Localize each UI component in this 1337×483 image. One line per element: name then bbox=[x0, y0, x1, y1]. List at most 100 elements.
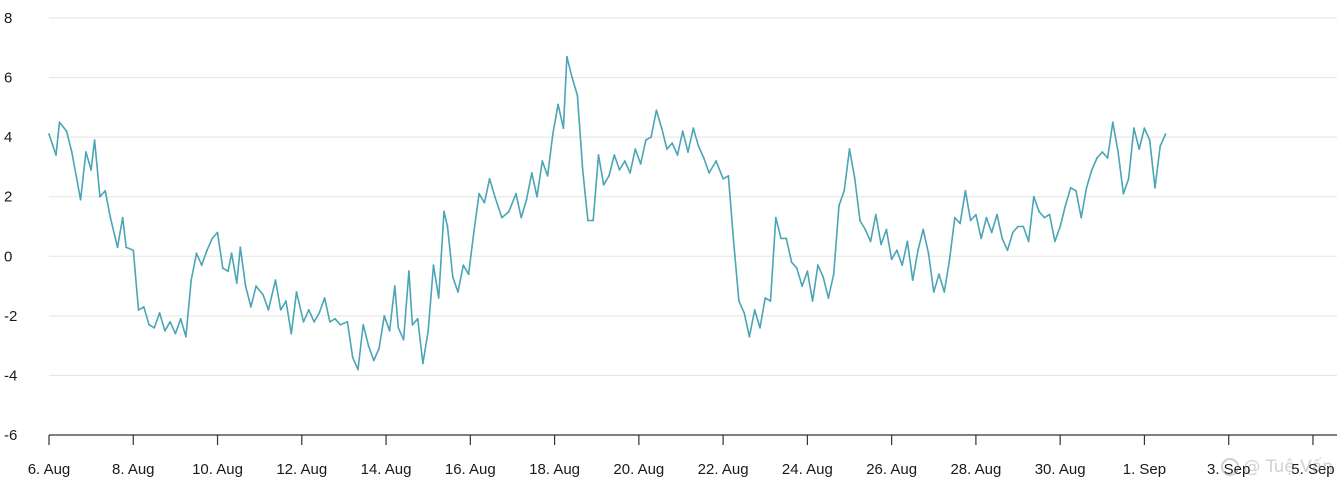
data-point bbox=[671, 142, 674, 145]
data-point bbox=[55, 154, 57, 156]
data-point bbox=[478, 192, 480, 195]
x-axis bbox=[48, 434, 1337, 445]
data-point bbox=[416, 317, 419, 320]
data-point bbox=[148, 323, 151, 326]
data-point bbox=[922, 228, 925, 231]
data-point bbox=[262, 294, 265, 296]
data-point bbox=[1006, 249, 1009, 252]
data-point bbox=[722, 177, 724, 180]
data-point bbox=[990, 231, 993, 234]
data-point bbox=[822, 276, 825, 278]
data-point bbox=[964, 189, 967, 192]
data-point bbox=[462, 264, 465, 267]
data-point bbox=[645, 139, 647, 142]
data-point bbox=[1096, 157, 1098, 159]
data-point bbox=[948, 258, 951, 261]
data-point bbox=[795, 267, 798, 270]
data-point bbox=[451, 276, 454, 278]
data-point bbox=[372, 359, 375, 362]
y-tick-label: 2 bbox=[4, 189, 12, 206]
data-point bbox=[1143, 127, 1146, 130]
data-point bbox=[629, 172, 631, 174]
data-point bbox=[753, 309, 756, 311]
data-point bbox=[1148, 139, 1151, 142]
data-point bbox=[727, 175, 730, 177]
data-point bbox=[200, 264, 203, 267]
data-point bbox=[660, 127, 663, 130]
data-point bbox=[164, 329, 166, 332]
data-point bbox=[885, 228, 888, 231]
data-point bbox=[562, 127, 565, 130]
data-point bbox=[639, 163, 642, 165]
data-point bbox=[250, 306, 252, 308]
data-point bbox=[307, 309, 310, 311]
data-point bbox=[443, 210, 445, 213]
data-point bbox=[274, 279, 277, 281]
data-point bbox=[457, 291, 459, 293]
x-tick-label: 18. Aug bbox=[529, 461, 580, 478]
data-point bbox=[195, 252, 198, 255]
data-point bbox=[557, 103, 559, 106]
data-point bbox=[1017, 225, 1019, 228]
data-point bbox=[1011, 231, 1014, 234]
data-point bbox=[290, 332, 293, 335]
data-point bbox=[402, 338, 405, 341]
data-point bbox=[817, 264, 819, 267]
x-tick-label: 14. Aug bbox=[361, 461, 412, 478]
y-axis-labels: 8 6 4 2 0 -2 -4 -6 bbox=[4, 10, 17, 444]
data-point bbox=[864, 228, 867, 231]
data-point bbox=[743, 312, 746, 314]
data-point bbox=[446, 225, 449, 228]
data-point bbox=[592, 219, 595, 222]
data-point bbox=[437, 297, 440, 299]
data-point bbox=[890, 258, 893, 261]
data-point bbox=[832, 273, 835, 276]
data-point bbox=[1064, 204, 1067, 207]
data-point bbox=[634, 148, 637, 151]
data-point bbox=[329, 320, 331, 323]
data-point bbox=[221, 267, 224, 270]
data-point bbox=[1075, 189, 1077, 192]
data-point bbox=[1111, 121, 1114, 124]
data-point bbox=[676, 154, 679, 156]
data-point bbox=[692, 127, 695, 130]
series-line bbox=[48, 55, 1167, 371]
data-point bbox=[411, 323, 414, 326]
data-point bbox=[408, 270, 410, 273]
data-point bbox=[597, 154, 600, 156]
data-point bbox=[869, 240, 872, 243]
data-point bbox=[357, 368, 359, 371]
data-point bbox=[650, 136, 652, 139]
data-point bbox=[859, 219, 861, 222]
y-tick-label: 0 bbox=[4, 248, 12, 265]
data-point bbox=[142, 306, 145, 308]
data-point bbox=[666, 148, 668, 151]
data-point bbox=[1085, 186, 1088, 189]
data-point bbox=[58, 121, 61, 124]
data-point bbox=[99, 195, 101, 198]
data-point bbox=[334, 317, 336, 320]
data-point bbox=[1106, 157, 1109, 159]
data-point bbox=[618, 169, 621, 171]
data-point bbox=[1159, 145, 1162, 148]
data-point bbox=[927, 252, 930, 255]
x-tick-label: 10. Aug bbox=[192, 461, 243, 478]
data-point bbox=[1069, 186, 1072, 189]
data-point bbox=[1001, 237, 1004, 240]
data-point bbox=[378, 347, 380, 350]
y-tick-label: 8 bbox=[4, 10, 12, 27]
data-point bbox=[1054, 240, 1056, 243]
data-point bbox=[853, 177, 856, 180]
data-point bbox=[576, 94, 579, 97]
data-point bbox=[351, 356, 354, 359]
y-tick-label: -4 bbox=[4, 367, 17, 384]
data-point bbox=[206, 249, 208, 252]
data-point bbox=[109, 216, 112, 219]
data-point bbox=[901, 264, 904, 267]
data-point bbox=[530, 172, 533, 174]
data-point bbox=[975, 213, 977, 216]
data-point bbox=[697, 145, 700, 148]
data-point bbox=[279, 309, 282, 311]
data-point bbox=[1122, 192, 1125, 195]
data-point bbox=[508, 210, 510, 213]
